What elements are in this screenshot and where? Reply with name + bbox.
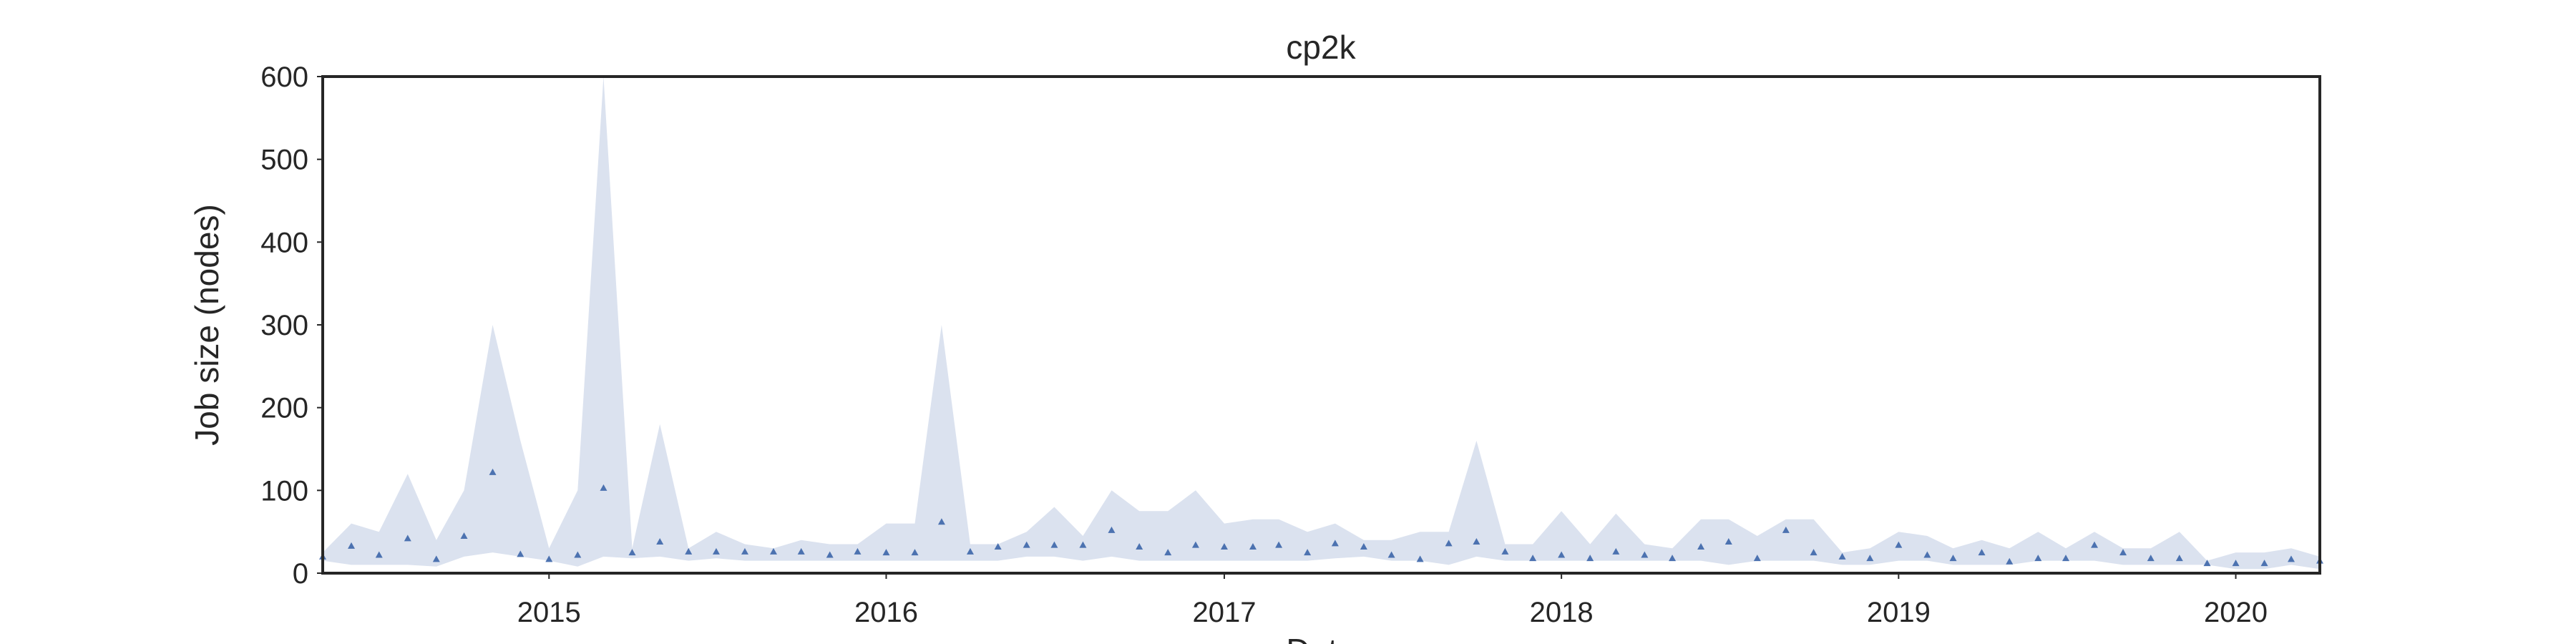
median-marker: [1586, 555, 1594, 562]
median-marker: [1782, 526, 1790, 533]
y-tick-label: 300: [260, 310, 308, 341]
median-marker: [1050, 541, 1058, 548]
median-marker: [1079, 541, 1087, 548]
chart-title: cp2k: [1286, 29, 1356, 66]
median-marker: [2147, 555, 2155, 562]
median-marker: [685, 547, 693, 555]
median-marker: [1978, 549, 1986, 556]
y-axis-title: Job size (nodes): [188, 204, 225, 446]
median-marker: [545, 555, 553, 562]
y-tick-label: 400: [260, 227, 308, 258]
median-marker: [2006, 557, 2014, 565]
median-marker: [656, 538, 664, 545]
median-marker: [1275, 541, 1283, 548]
median-marker: [1360, 542, 1367, 550]
median-marker: [2287, 555, 2295, 562]
x-axis-title: Date: [1286, 632, 1355, 644]
median-marker: [348, 542, 356, 549]
median-marker: [882, 549, 890, 556]
median-marker: [1810, 549, 1818, 556]
y-tick-label: 500: [260, 145, 308, 176]
median-marker: [1949, 555, 1957, 562]
median-marker: [1697, 542, 1705, 550]
median-marker: [769, 547, 777, 555]
x-axis-ticks: 2015 2016 2017 2018 2019 2020: [517, 573, 2268, 628]
y-tick-label: 600: [260, 62, 308, 93]
median-marker: [797, 547, 805, 555]
median-marker: [1387, 551, 1395, 558]
median-marker: [1753, 555, 1761, 562]
y-tick-label: 0: [293, 558, 308, 590]
median-marker: [1529, 555, 1537, 562]
median-marker: [1473, 538, 1480, 545]
x-tick-label: 2015: [517, 597, 581, 628]
median-marker: [628, 549, 636, 556]
marker-layer: [319, 468, 2323, 567]
median-marker: [854, 547, 862, 555]
median-marker: [2175, 555, 2183, 562]
median-marker: [1249, 542, 1257, 550]
median-marker: [2260, 560, 2268, 567]
median-marker: [1641, 551, 1649, 558]
median-marker: [1612, 547, 1620, 555]
median-marker: [1895, 541, 1903, 548]
median-marker: [1136, 542, 1143, 550]
median-marker: [966, 547, 974, 555]
median-marker: [994, 542, 1002, 550]
median-marker: [2203, 560, 2211, 567]
median-marker: [1191, 541, 1199, 548]
median-marker: [1669, 555, 1677, 562]
median-marker: [1331, 540, 1339, 547]
median-marker: [1724, 538, 1732, 545]
median-marker: [1866, 555, 1874, 562]
median-marker: [2119, 549, 2127, 556]
median-marker: [1416, 555, 1424, 562]
median-marker: [712, 547, 720, 555]
x-tick-label: 2016: [854, 597, 918, 628]
median-marker: [460, 532, 468, 539]
median-marker: [911, 549, 919, 556]
x-tick-label: 2020: [2204, 597, 2268, 628]
median-marker: [517, 550, 525, 557]
median-marker: [1164, 549, 1172, 556]
median-marker: [741, 547, 748, 555]
median-marker: [1923, 551, 1931, 558]
median-marker: [1445, 540, 1453, 547]
median-marker: [1304, 549, 1312, 556]
median-marker: [2034, 555, 2042, 562]
median-marker: [1838, 552, 1846, 560]
median-marker: [375, 551, 383, 558]
median-marker: [2232, 560, 2240, 567]
median-marker: [489, 468, 497, 475]
x-tick-label: 2019: [1867, 597, 1931, 628]
median-marker: [1558, 551, 1566, 558]
median-marker: [826, 551, 834, 558]
median-marker: [2062, 555, 2069, 562]
median-marker: [2091, 541, 2099, 548]
median-marker: [404, 535, 411, 542]
median-marker: [600, 484, 608, 491]
median-marker: [1108, 526, 1116, 533]
median-marker: [1220, 542, 1228, 550]
median-marker: [1023, 541, 1030, 548]
band-layer: [323, 77, 2320, 570]
y-axis-ticks: 0 100 200 300 400 500 600: [260, 62, 323, 590]
range-band: [323, 77, 2320, 570]
x-tick-label: 2018: [1530, 597, 1594, 628]
x-tick-label: 2017: [1192, 597, 1256, 628]
median-marker: [574, 551, 582, 558]
median-marker: [937, 518, 945, 525]
y-tick-label: 200: [260, 393, 308, 424]
median-marker: [1501, 547, 1509, 555]
y-tick-label: 100: [260, 475, 308, 507]
median-marker: [432, 555, 440, 562]
